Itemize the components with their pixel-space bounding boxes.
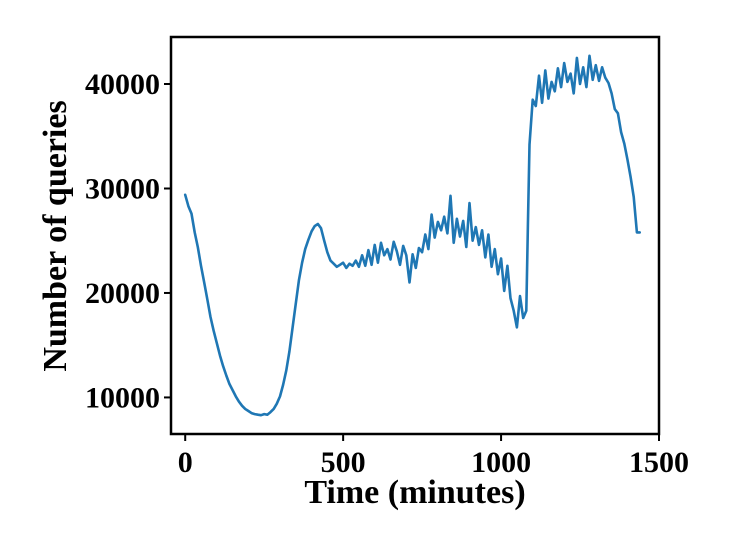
y-tick-label: 40000 [85,68,160,101]
x-tick-label: 0 [178,446,193,479]
x-axis-label: Time (minutes) [304,474,525,511]
x-tick-label: 500 [321,446,366,479]
x-tick-label: 1500 [629,446,689,479]
y-axis-ticks: 10000 20000 30000 40000 [85,68,171,414]
plot-data-layer [183,54,642,417]
series-line-0 [183,54,642,417]
y-tick-label: 20000 [85,277,160,310]
y-tick-label: 30000 [85,172,160,205]
y-axis-label: Number of queries [37,100,74,371]
plot-frame [169,35,661,436]
x-axis-ticks: 0 500 1000 1500 [178,434,689,479]
y-tick-label: 10000 [85,381,160,414]
x-tick-label: 1000 [471,446,531,479]
